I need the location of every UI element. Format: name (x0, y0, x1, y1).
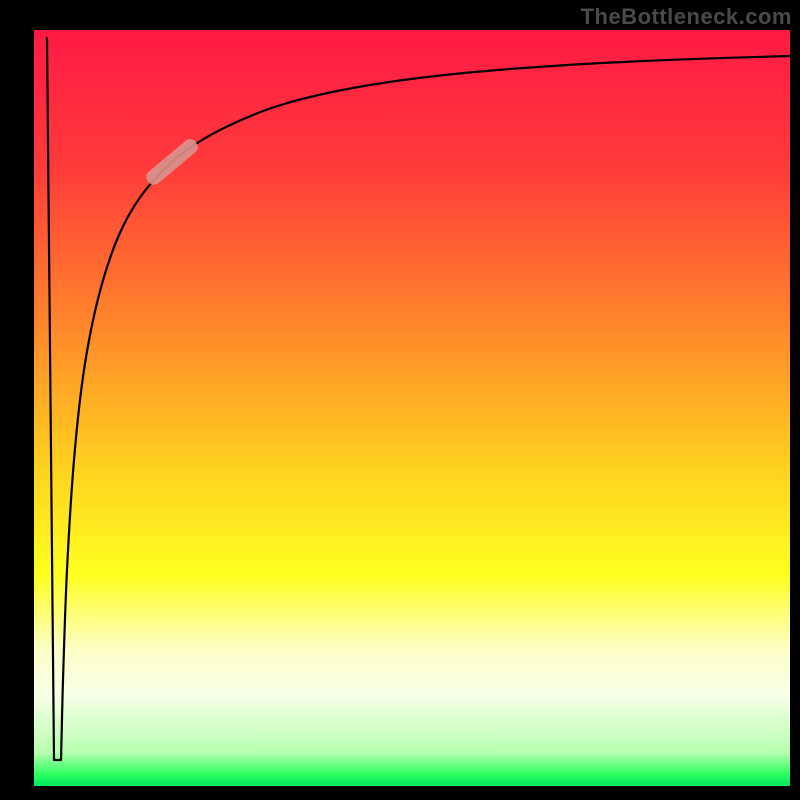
highlight-marker (143, 136, 200, 187)
bottleneck-chart: TheBottleneck.com (0, 0, 800, 800)
curve-layer (34, 30, 790, 770)
performance-curve (47, 38, 790, 760)
plot-area (34, 30, 790, 770)
attribution-label: TheBottleneck.com (581, 4, 792, 30)
highlight-marker-rect (143, 136, 200, 187)
